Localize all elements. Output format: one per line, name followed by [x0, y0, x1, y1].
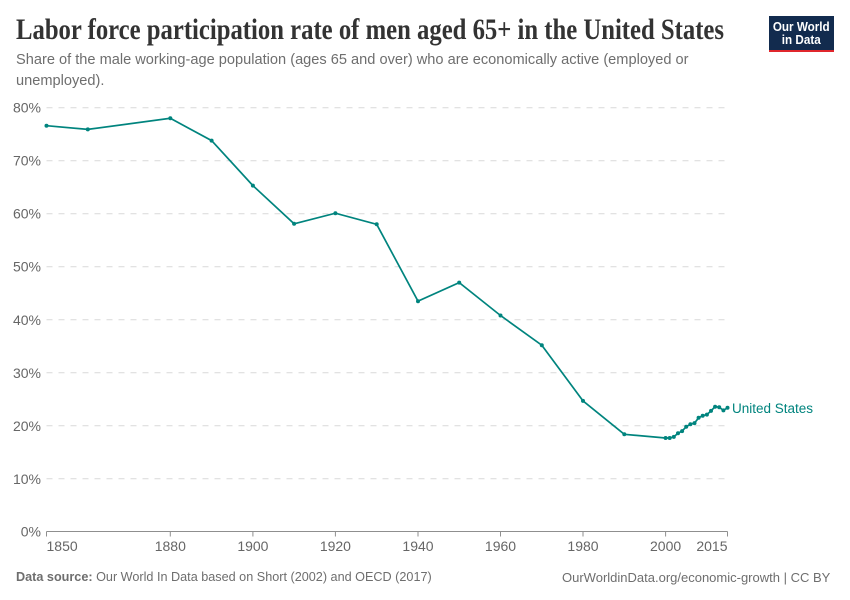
svg-text:60%: 60% [13, 206, 41, 222]
svg-text:50%: 50% [13, 259, 41, 275]
svg-text:80%: 80% [13, 100, 41, 116]
svg-text:1920: 1920 [320, 538, 351, 554]
svg-text:1960: 1960 [485, 538, 516, 554]
svg-text:0%: 0% [21, 524, 41, 540]
svg-text:1900: 1900 [237, 538, 268, 554]
svg-text:2015: 2015 [696, 538, 727, 554]
svg-text:70%: 70% [13, 153, 41, 169]
svg-text:1940: 1940 [402, 538, 433, 554]
svg-text:10%: 10% [13, 471, 41, 487]
svg-text:1880: 1880 [155, 538, 186, 554]
svg-text:20%: 20% [13, 418, 41, 434]
svg-text:2000: 2000 [650, 538, 681, 554]
svg-text:1980: 1980 [567, 538, 598, 554]
svg-text:40%: 40% [13, 312, 41, 328]
svg-text:1850: 1850 [47, 538, 78, 554]
svg-text:30%: 30% [13, 365, 41, 381]
